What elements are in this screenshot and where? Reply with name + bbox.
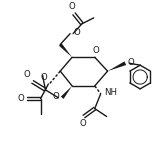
Text: O: O <box>41 73 47 82</box>
Text: O: O <box>92 46 99 55</box>
Text: O: O <box>73 28 80 37</box>
Text: O: O <box>69 2 76 11</box>
Text: NH: NH <box>104 88 117 97</box>
Text: O: O <box>80 119 86 129</box>
Text: O: O <box>53 92 59 101</box>
Polygon shape <box>59 43 72 57</box>
Text: O: O <box>127 58 134 67</box>
Text: O: O <box>17 94 24 103</box>
Polygon shape <box>61 86 72 99</box>
Polygon shape <box>108 61 126 71</box>
Text: O: O <box>24 70 31 79</box>
